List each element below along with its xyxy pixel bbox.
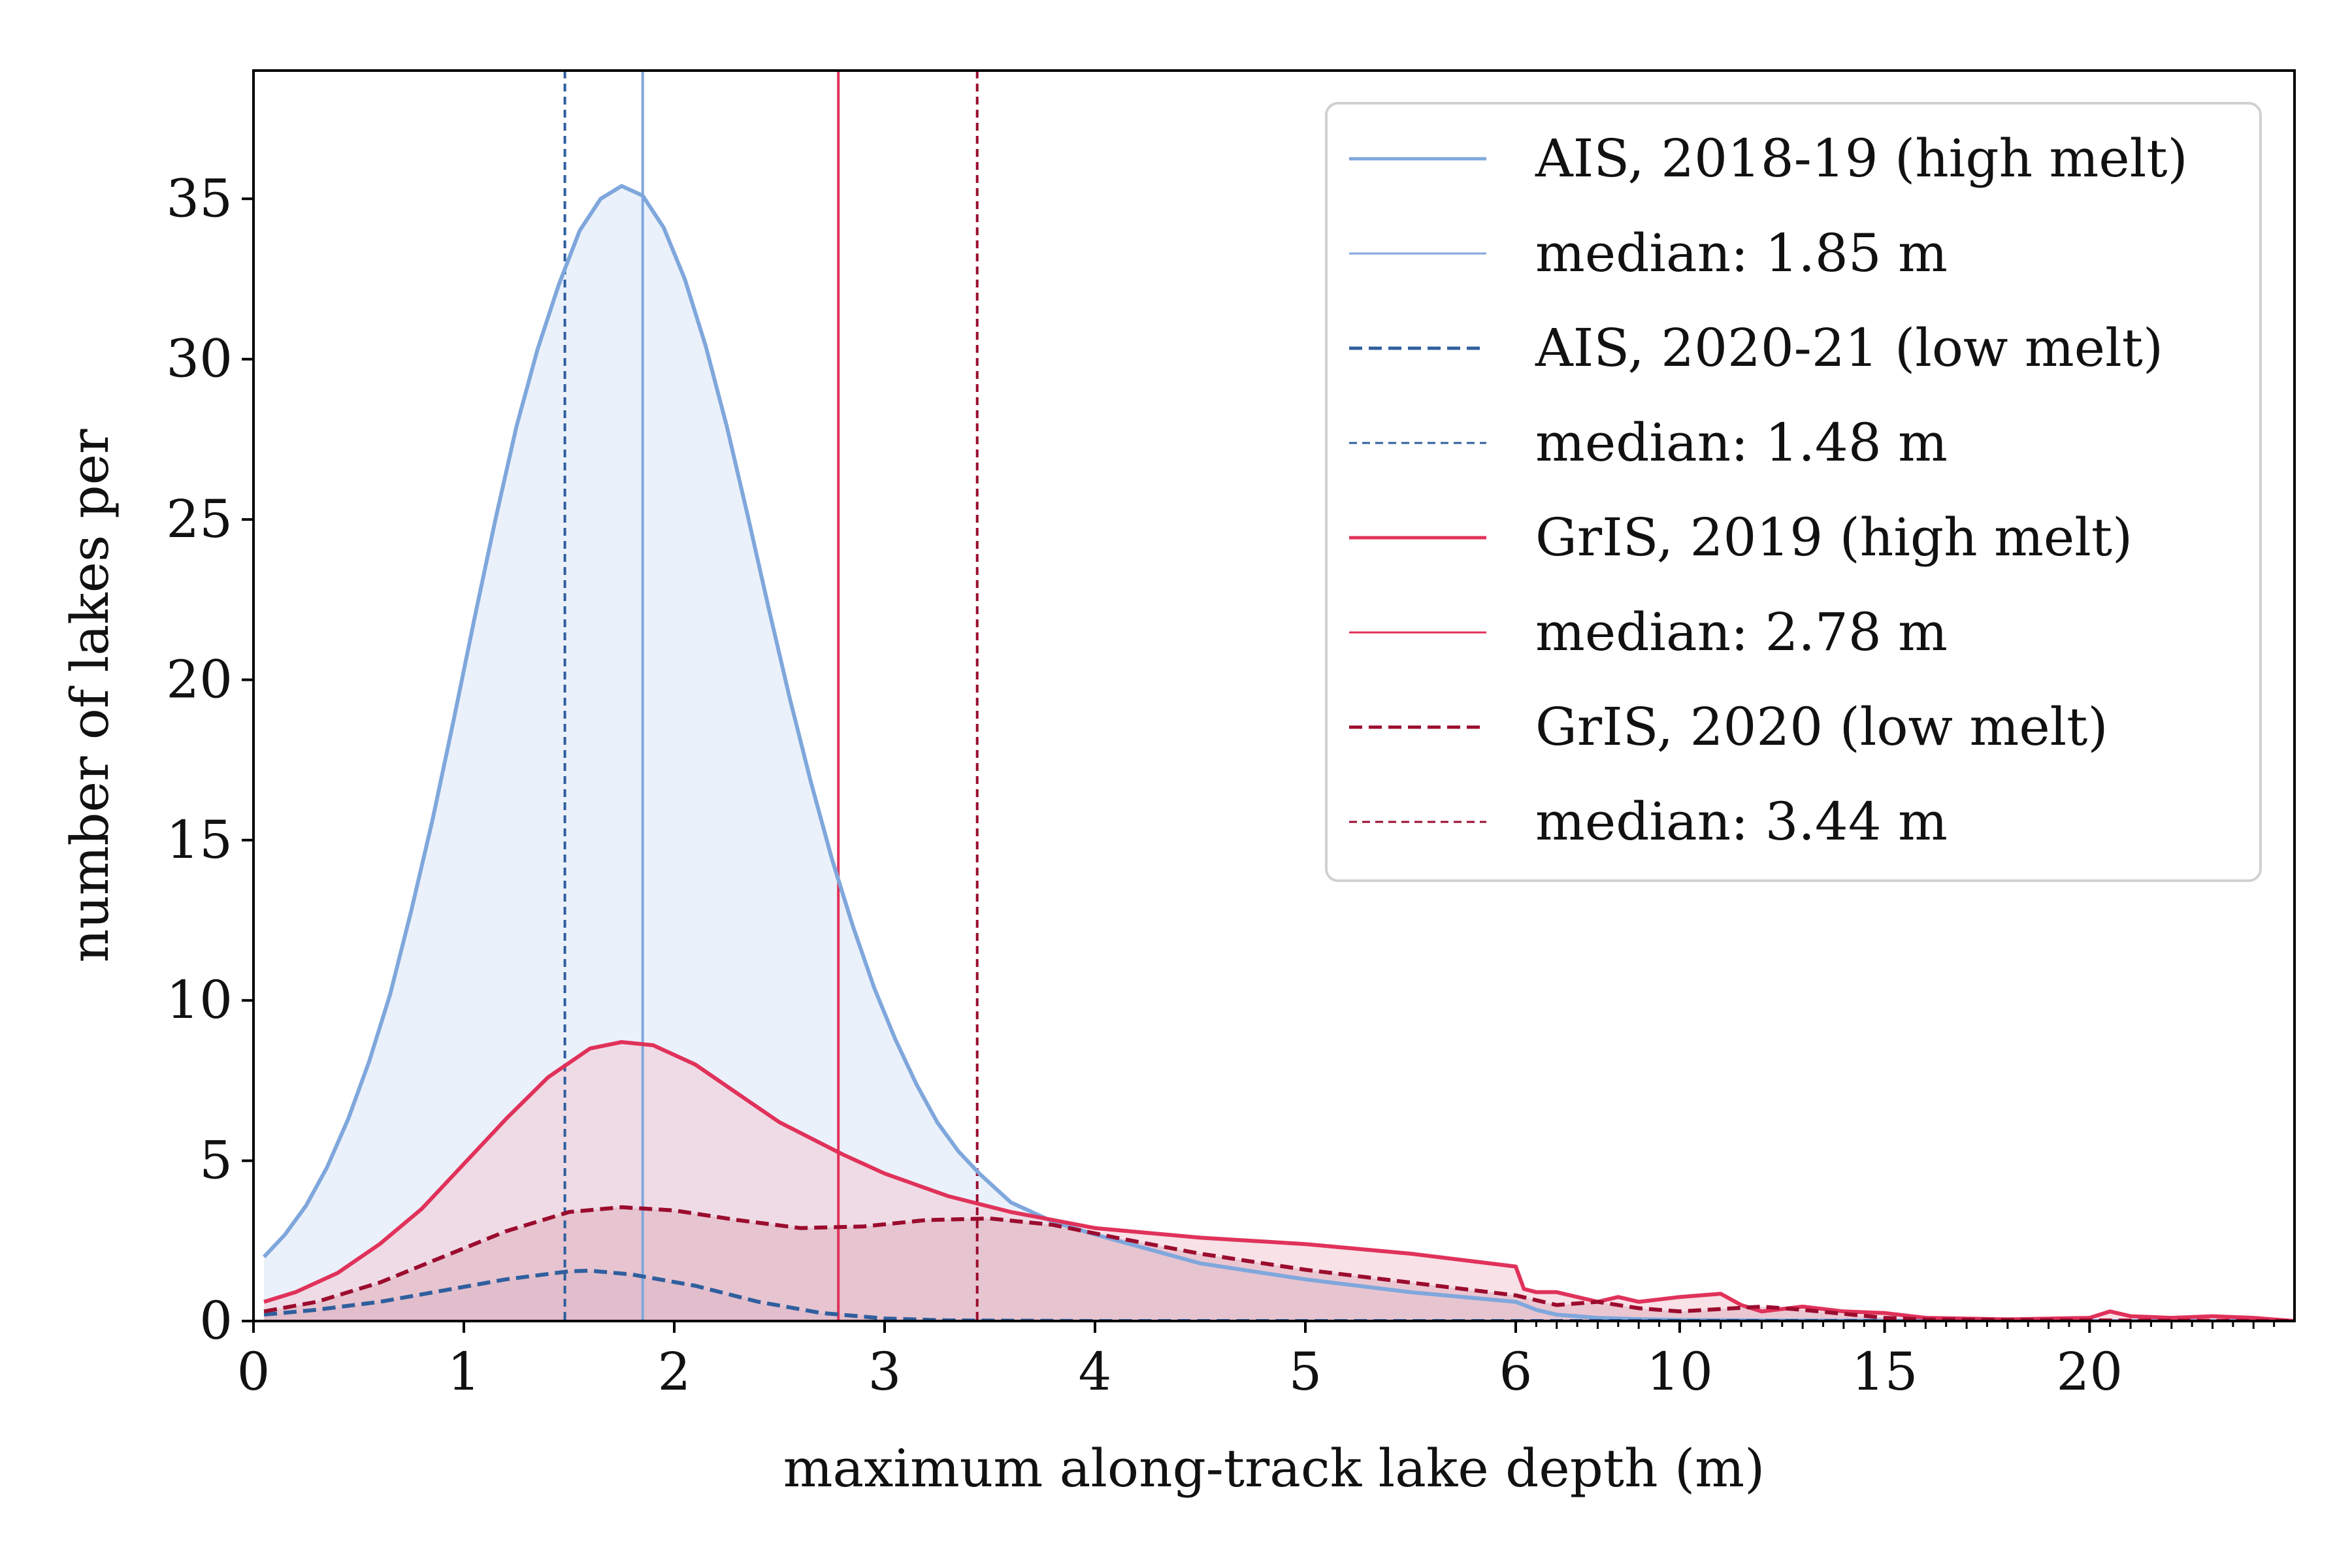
series-line bbox=[262, 184, 2295, 1321]
y-axis: 0 5 10 15 20 25 30 35 bbox=[166, 168, 253, 1351]
x-tick-label: 6 bbox=[1499, 1341, 1533, 1402]
legend-label: median: 3.44 m bbox=[1535, 791, 1948, 852]
y-tick-label: 35 bbox=[166, 168, 233, 229]
y-tick-label: 5 bbox=[199, 1130, 233, 1191]
y-tick-label: 30 bbox=[166, 329, 233, 389]
x-axis: 0 1 2 3 4 5 6 10 15 20 bbox=[237, 1321, 2276, 1402]
median-lines bbox=[563, 71, 979, 1321]
legend-label: AIS, 2020-21 (low melt) bbox=[1535, 318, 2163, 378]
y-tick-label: 0 bbox=[199, 1290, 233, 1351]
series-line bbox=[263, 1268, 2295, 1321]
y-tick-label: 15 bbox=[166, 809, 233, 870]
y-tick-label: 10 bbox=[166, 970, 233, 1030]
legend-label: median: 2.78 m bbox=[1535, 602, 1948, 662]
y-tick-label: 20 bbox=[166, 649, 233, 710]
y-axis-label: number of lakes per bbox=[59, 429, 120, 962]
legend-label: GrIS, 2020 (low melt) bbox=[1535, 696, 2108, 757]
x-tick-label: 2 bbox=[658, 1341, 691, 1402]
x-tick-label: 15 bbox=[1852, 1341, 1918, 1402]
x-axis-label: maximum along-track lake depth (m) bbox=[783, 1438, 1765, 1499]
x-tick-label: 1 bbox=[448, 1341, 481, 1402]
x-tick-label: 3 bbox=[868, 1341, 902, 1402]
legend-label: GrIS, 2019 (high melt) bbox=[1535, 507, 2132, 568]
legend-label: AIS, 2018-19 (high melt) bbox=[1535, 128, 2188, 189]
plot-frame bbox=[252, 69, 2296, 1322]
legend: AIS, 2018-19 (high melt) median: 1.85 m AI… bbox=[1325, 102, 2262, 882]
series-line bbox=[263, 1040, 2295, 1321]
x-tick-label: 0 bbox=[237, 1341, 270, 1402]
series-line bbox=[263, 1205, 2295, 1321]
series-fill bbox=[264, 1207, 2295, 1321]
series-fills bbox=[264, 186, 2295, 1321]
series-lines bbox=[262, 184, 2295, 1321]
series-fill bbox=[264, 186, 2295, 1321]
y-tick-label: 25 bbox=[166, 489, 233, 549]
x-tick-label: 5 bbox=[1289, 1341, 1322, 1402]
legend-box bbox=[1325, 102, 2262, 882]
x-tick-label: 10 bbox=[1646, 1341, 1713, 1402]
x-tick-label: 4 bbox=[1079, 1341, 1112, 1402]
x-tick-label: 20 bbox=[2056, 1341, 2123, 1402]
legend-label: median: 1.48 m bbox=[1535, 412, 1948, 473]
legend-label: median: 1.85 m bbox=[1535, 223, 1948, 284]
